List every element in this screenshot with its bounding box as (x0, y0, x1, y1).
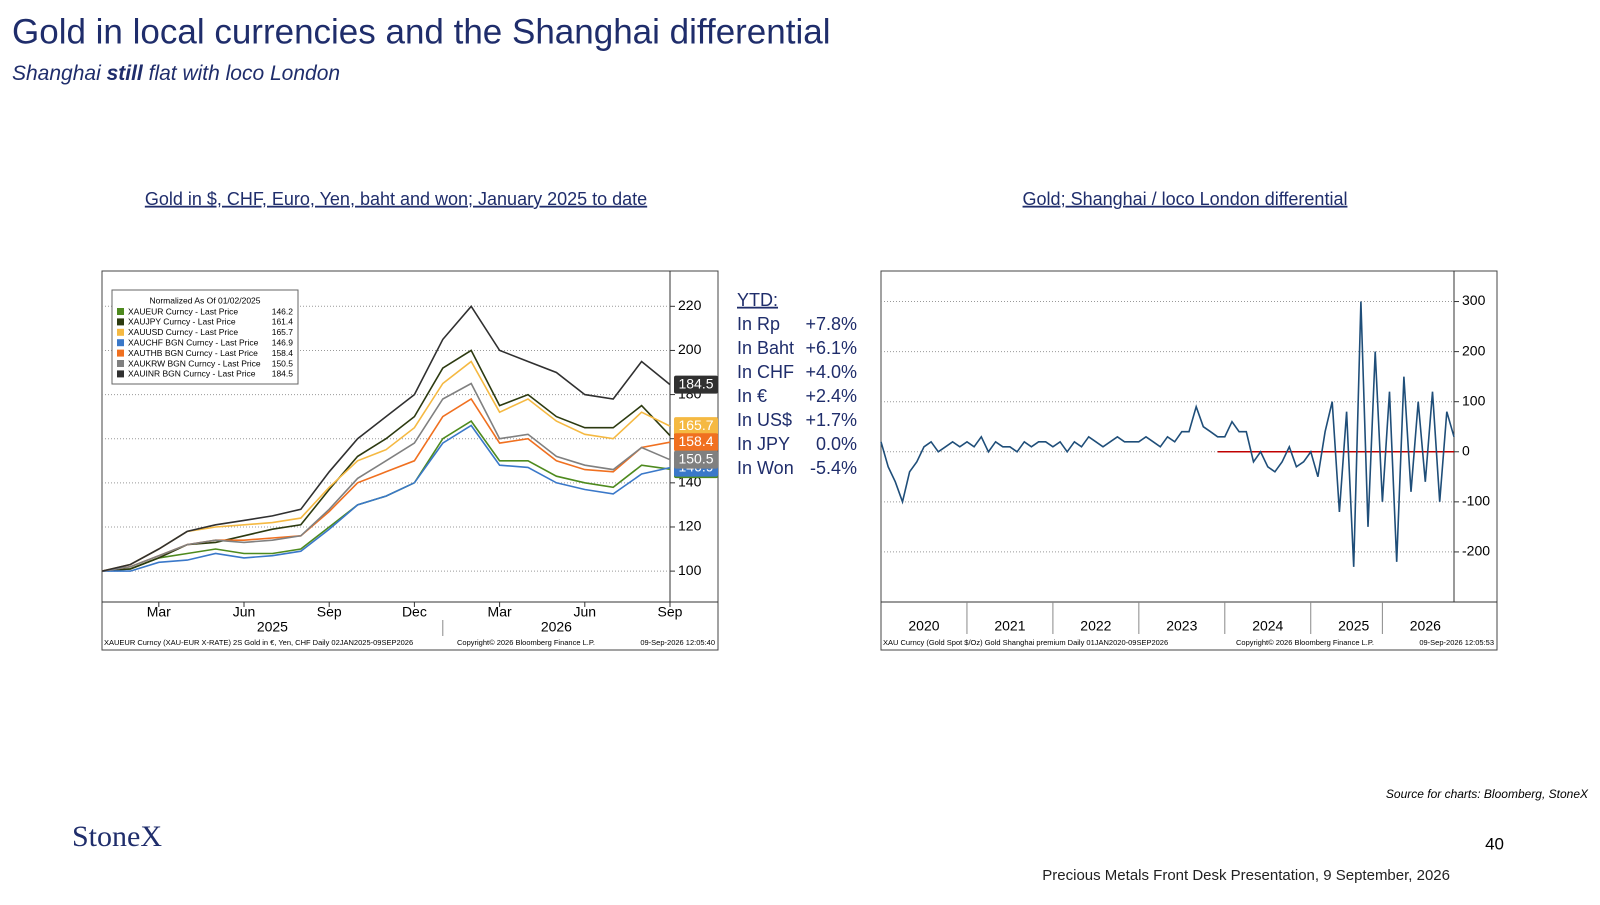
slide-title: Gold in local currencies and the Shangha… (12, 12, 830, 51)
last-value-label: 165.7 (678, 417, 713, 433)
data-line (101, 304, 671, 572)
legend-swatch (117, 328, 124, 336)
y-tick-label: 300 (1462, 292, 1486, 308)
y-tick-label: 100 (678, 562, 702, 578)
subtitle-part: Shanghai (12, 62, 107, 85)
ytd-label: In JPY (737, 434, 790, 454)
legend-swatch (117, 318, 124, 326)
x-tick-label: Sep (658, 604, 683, 620)
ytd-label: In Rp (737, 314, 780, 334)
ytd-title: YTD: (737, 290, 778, 310)
x-tick-label: Mar (147, 604, 171, 620)
x-tick-label: 2021 (994, 618, 1025, 634)
logo: StoneX (72, 820, 162, 853)
legend-value: 150.5 (272, 358, 294, 368)
ytd-value: +7.8% (805, 314, 857, 334)
legend-title: Normalized As Of 01/02/2025 (149, 295, 260, 305)
subtitle-part: still (107, 62, 144, 85)
x-tick-label: Mar (488, 604, 512, 620)
legend-swatch (117, 360, 124, 367)
legend-swatch (117, 308, 124, 315)
legend-label: XAUUSD Curncy - Last Price (128, 327, 238, 337)
legend-swatch (117, 349, 124, 357)
legend-value: 161.4 (272, 317, 294, 327)
legend-label: XAUCHF BGN Curncy - Last Price (128, 337, 259, 347)
ytd-value: +4.0% (805, 362, 857, 382)
ytd-value: 0.0% (816, 434, 857, 454)
chart-frame (880, 270, 1498, 651)
legend-value: 165.7 (272, 327, 294, 337)
ytd-block: YTD: In Rp +7.8% In Baht +6.1% In CHF +4.0% In … (737, 290, 857, 478)
ytd-value: +6.1% (805, 338, 857, 358)
y-tick-label: -200 (1462, 543, 1490, 559)
legend-value: 158.4 (272, 348, 294, 358)
legend-label: XAUJPY Curncy - Last Price (128, 317, 236, 327)
chart-footnote: Copyright© 2026 Bloomberg Finance L.P. (457, 638, 595, 647)
y-tick-label: 120 (678, 518, 702, 534)
data-line (102, 424, 671, 572)
y-tick-label: 0 (1462, 442, 1470, 458)
last-value-label: 150.5 (678, 450, 713, 466)
slide-subtitle: Shanghai still flat with loco London (12, 62, 340, 85)
x-tick-label: 2025 (1338, 618, 1369, 634)
chart-footnote: 09-Sep-2026 12:05:53 (1419, 638, 1494, 647)
legend-box (111, 289, 299, 385)
chart-footnote: XAU Curncy (Gold Spot $/Oz) Gold Shangha… (883, 638, 1168, 647)
ytd-value: +2.4% (805, 386, 857, 406)
footer: Precious Metals Front Desk Presentation,… (1042, 867, 1450, 884)
x-tick-label: Jun (574, 604, 597, 620)
chart-footnote: Copyright© 2026 Bloomberg Finance L.P. (1236, 638, 1374, 647)
legend-swatch (117, 370, 124, 378)
data-line (101, 382, 671, 572)
ytd-label: In CHF (737, 362, 794, 382)
subtitle-part: flat with loco London (143, 62, 340, 85)
y-tick-label: 200 (678, 341, 702, 357)
ytd-label: In US$ (737, 410, 792, 430)
x-tick-label: 2026 (1410, 618, 1441, 634)
chart-title: Gold; Shanghai / loco London differentia… (1023, 189, 1348, 209)
last-value-tag (674, 433, 718, 452)
x-tick-label: 2024 (1252, 618, 1283, 634)
legend-value: 146.2 (272, 306, 294, 316)
legend-label: XAUKRW BGN Curncy - Last Price (128, 358, 261, 368)
last-value-tag (674, 375, 718, 394)
page-number: 40 (1485, 834, 1504, 853)
y-tick-label: 220 (678, 297, 702, 313)
x-tick-label: Jun (233, 604, 256, 620)
legend-value: 146.9 (272, 337, 294, 347)
chart-title: Gold in $, CHF, Euro, Yen, baht and won;… (145, 189, 647, 209)
x-group-label: 2026 (541, 619, 572, 635)
y-tick-label: 100 (1462, 392, 1486, 408)
last-value-label: 158.4 (678, 433, 713, 449)
x-tick-label: 2023 (1166, 618, 1197, 634)
ytd-value: -5.4% (810, 458, 857, 478)
ytd-value: +1.7% (805, 410, 857, 430)
chart-footnote: 09-Sep-2026 12:05:40 (640, 638, 715, 647)
legend-value: 184.5 (272, 369, 294, 379)
x-tick-label: Sep (317, 604, 342, 620)
y-tick-label: 200 (1462, 342, 1486, 358)
data-line (880, 301, 1455, 567)
legend-swatch (117, 339, 124, 347)
ytd-label: In Won (737, 458, 794, 478)
ytd-label: In Baht (737, 338, 794, 358)
x-group-label: 2025 (257, 619, 288, 635)
legend-label: XAUINR BGN Curncy - Last Price (128, 369, 256, 379)
x-tick-label: 2020 (908, 618, 939, 634)
chart-footnote: XAUEUR Curncy (XAU-EUR X-RATE) 2S Gold i… (104, 638, 413, 647)
y-tick-label: -100 (1462, 493, 1490, 509)
ytd-label: In € (737, 386, 767, 406)
last-value-tag (674, 450, 718, 469)
last-value-tag (674, 417, 718, 436)
x-tick-label: Dec (402, 604, 427, 620)
legend-label: XAUEUR Curncy - Last Price (128, 306, 238, 316)
legend-label: XAUTHB BGN Curncy - Last Price (128, 348, 258, 358)
source-note: Source for charts: Bloomberg, StoneX (1386, 787, 1589, 801)
x-tick-label: 2022 (1080, 618, 1111, 634)
last-value-label: 184.5 (678, 375, 713, 391)
